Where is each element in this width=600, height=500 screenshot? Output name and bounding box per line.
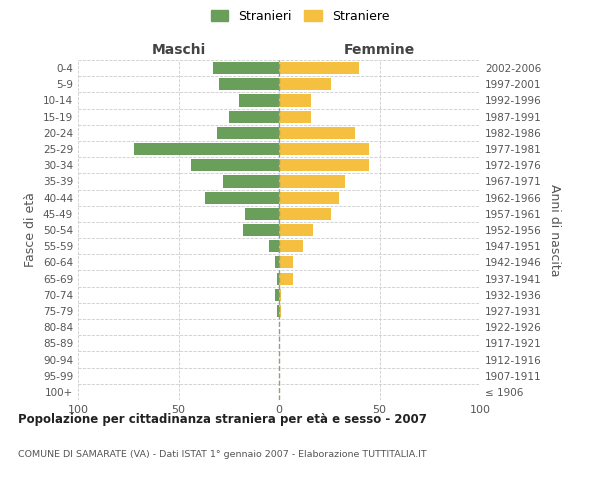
Bar — [277, 272, 279, 284]
Bar — [279, 224, 313, 236]
Bar — [212, 62, 279, 74]
Bar — [218, 78, 279, 90]
Bar — [279, 240, 303, 252]
Bar — [275, 256, 279, 268]
Y-axis label: Anni di nascita: Anni di nascita — [548, 184, 561, 276]
Bar — [279, 78, 331, 90]
Y-axis label: Fasce di età: Fasce di età — [25, 192, 37, 268]
Text: COMUNE DI SAMARATE (VA) - Dati ISTAT 1° gennaio 2007 - Elaborazione TUTTITALIA.I: COMUNE DI SAMARATE (VA) - Dati ISTAT 1° … — [18, 450, 427, 459]
Legend: Stranieri, Straniere: Stranieri, Straniere — [207, 6, 393, 26]
Bar — [279, 256, 293, 268]
Bar — [279, 288, 281, 301]
Bar — [279, 127, 355, 139]
Bar — [275, 288, 279, 301]
Bar — [279, 62, 359, 74]
Bar — [279, 176, 346, 188]
Bar — [279, 143, 370, 155]
Bar — [279, 110, 311, 122]
Bar — [245, 208, 279, 220]
Bar — [243, 224, 279, 236]
Bar — [279, 305, 281, 317]
Text: Maschi: Maschi — [151, 44, 206, 58]
Bar — [279, 272, 293, 284]
Bar — [269, 240, 279, 252]
Bar — [279, 159, 370, 172]
Bar — [277, 305, 279, 317]
Bar — [279, 192, 340, 203]
Bar — [279, 94, 311, 106]
Bar — [217, 127, 279, 139]
Bar — [134, 143, 279, 155]
Bar — [191, 159, 279, 172]
Bar — [229, 110, 279, 122]
Bar — [205, 192, 279, 203]
Bar — [279, 208, 331, 220]
Bar — [223, 176, 279, 188]
Text: Popolazione per cittadinanza straniera per età e sesso - 2007: Popolazione per cittadinanza straniera p… — [18, 412, 427, 426]
Bar — [239, 94, 279, 106]
Text: Femmine: Femmine — [344, 44, 415, 58]
